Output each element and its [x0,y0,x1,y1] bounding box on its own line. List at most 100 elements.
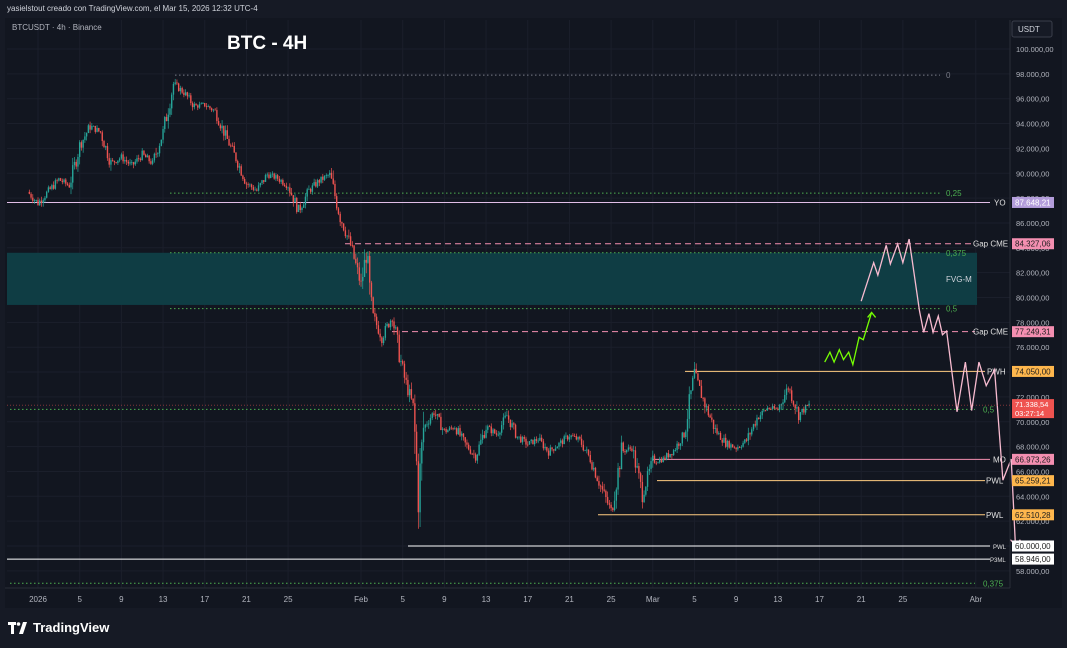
candle-body [419,463,421,513]
candle-body [365,259,367,263]
candle-body [261,180,263,184]
level-label: YO [994,198,1006,207]
candle-body [580,438,583,445]
candle-body [73,161,76,166]
level-price-tag [1012,238,1054,250]
candle-body [134,161,136,165]
candle-body [749,433,751,435]
candle-body [731,444,734,448]
candle-body [723,437,725,443]
candle-body [105,146,107,148]
time-tick-label: 25 [284,595,293,604]
candle-body [634,450,637,468]
candle-body [51,185,53,189]
candle-body [681,432,684,444]
tradingview-branding[interactable]: TradingView [8,620,109,635]
candle-body [98,127,100,132]
price-tick-label: 94.000,00 [1016,120,1049,129]
candle-body [367,256,369,263]
candle-body [747,433,749,441]
candle-body [77,156,79,167]
candle-body [612,508,614,511]
candle-body [544,447,546,449]
candle-body [214,109,216,111]
candle-body [589,455,591,463]
fvg-zone-label: FVG-M [946,275,972,284]
candle-body [216,110,218,122]
candle-body [780,404,782,406]
bottom-bar [0,608,1067,648]
candle-body [756,417,758,426]
candle-body [136,158,138,162]
time-tick-label: 9 [119,595,124,604]
candle-body [676,443,678,450]
candle-body [546,447,548,451]
candle-body [398,334,400,362]
time-tick-label: Feb [354,595,368,604]
candle-body [374,313,376,317]
candle-body [355,258,357,264]
candle-body [209,106,211,109]
candle-body [725,437,727,447]
candle-body [631,448,633,451]
candle-body [766,407,769,411]
candle-body [87,125,90,133]
level-label: MO [993,455,1006,464]
candle-body [247,184,249,186]
candle-body [339,213,341,223]
candle-body [782,402,784,405]
candle-body [155,153,157,155]
zones-layer: FVG-M [7,252,977,305]
candle-body [85,132,88,137]
candle-body [521,437,524,443]
candle-body [42,200,44,203]
candle-body [195,104,197,106]
candle-body [301,207,303,211]
candle-body [671,454,673,456]
candle-body [111,160,114,161]
fib-label: 0,5 [983,405,995,414]
candle-body [657,462,659,464]
candle-body [177,83,180,92]
fib-label: 0 [946,71,951,80]
candle-body [763,410,765,412]
level-price-label: 58.946,00 [1015,555,1051,564]
candle-body [138,158,140,160]
candle-body [40,200,43,203]
time-tick-label: 25 [607,595,616,604]
candle-body [718,432,720,434]
candle-body [506,415,508,417]
candle-body [542,441,545,449]
candle-body [514,424,517,438]
time-axis: 2026 5 9 13 17 21 25 Feb 5 9 13 17 21 25 Mar 5 9 13 17 21 25… [5,587,1010,604]
level-price-label: 60.000,00 [1015,542,1051,551]
candle-body [775,408,777,410]
candle-body [320,176,322,183]
candle-body [704,398,706,408]
candle-body [646,471,649,487]
candle-body [183,92,185,95]
candle-body [434,414,437,416]
currency-button[interactable]: USDT [1011,20,1053,38]
candle-body [94,125,97,132]
candle-body [443,428,446,430]
candle-body [481,434,484,440]
candle-body [485,429,487,438]
candle-body [70,182,72,188]
time-tick-label: 21 [242,595,251,604]
candle-body [202,103,204,104]
candle-body [263,180,265,182]
candle-body [702,397,704,399]
candle-body [808,403,810,406]
candle-body [733,447,736,449]
candle-body [285,186,288,188]
candle-body [370,282,373,298]
candle-body [356,263,359,268]
current-price-tag [1012,399,1054,419]
candle-body [323,175,326,180]
candle-body [245,183,248,185]
candle-body [191,103,194,108]
candle-body [643,494,645,503]
candle-body [539,437,541,441]
